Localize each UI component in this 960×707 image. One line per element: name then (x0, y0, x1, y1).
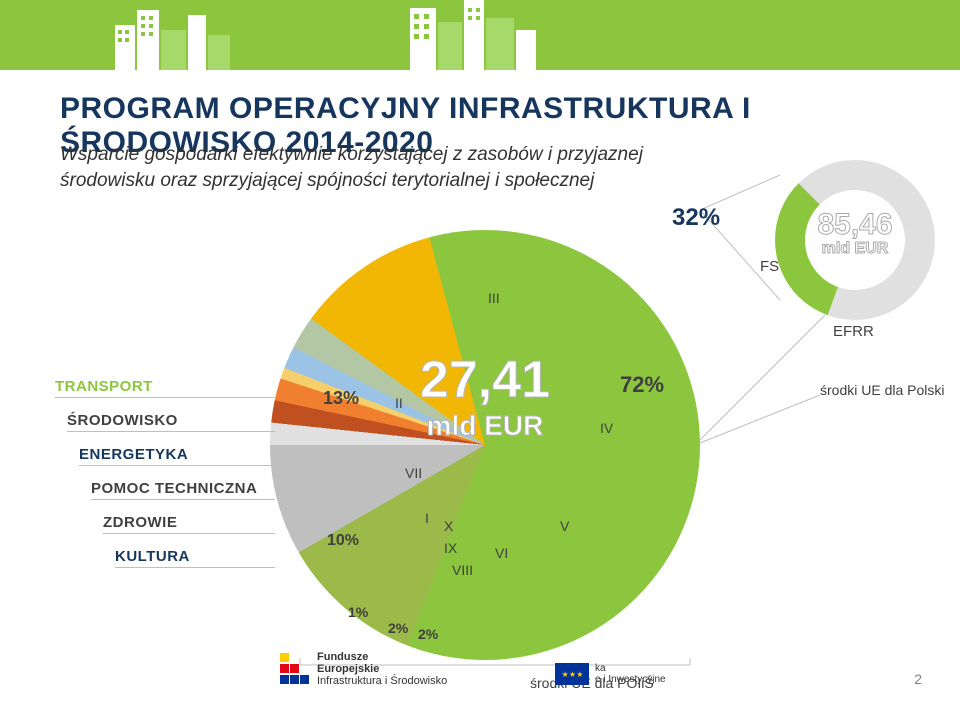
donut-chart: 85,46 mld EUR (775, 160, 935, 320)
pie-center-unit: mld EUR (270, 410, 700, 442)
category-item: TRANSPORT (55, 378, 275, 398)
slide: PROGRAM OPERACYJNY INFRASTRUKTURA I ŚROD… (0, 0, 960, 707)
right-axis-label: środki UE dla Polski (820, 382, 945, 398)
pie-chart: 27,41 mld EUR (270, 230, 700, 660)
category-item: ZDROWIE (103, 514, 275, 534)
pie-pct-label: 13% (323, 388, 359, 409)
pie-slice-roman: IV (600, 420, 613, 436)
eu-flag-icon: ★ ★ ★ (555, 663, 589, 685)
footer-logo-line1: Fundusze (317, 651, 368, 663)
pie-slice-roman: III (488, 290, 500, 306)
category-list: TRANSPORT ŚRODOWISKO ENERGETYKA POMOC TECHN… (55, 378, 275, 582)
footer-extra-text: ka e i Inwestycyjne (595, 663, 666, 685)
pie-slice-roman: V (560, 518, 569, 534)
category-item: ŚRODOWISKO (67, 412, 275, 432)
pie-slice-roman: II (395, 395, 403, 411)
buildings-right (410, 0, 580, 70)
donut-highlight-pct: 32% (672, 204, 720, 232)
page-number: 2 (914, 671, 922, 687)
pie-pct-label: 1% (348, 604, 368, 620)
pie-slice-roman: I (425, 510, 429, 526)
donut-center-value: 85,46 (775, 208, 935, 242)
pie-slice-roman: IX (444, 540, 457, 556)
pie-slice-roman: X (444, 518, 453, 534)
pie-pct-label: 10% (327, 532, 359, 550)
buildings-left (115, 0, 265, 70)
page-subtitle: Wsparcie gospodarki efektywnie korzystaj… (60, 142, 660, 193)
donut-center-unit: mld EUR (775, 240, 935, 258)
footer-logo-line2: Europejskie (317, 663, 379, 675)
pie-pct-label: 2% (388, 620, 408, 636)
pie-pct-label: 2% (418, 626, 438, 642)
pie-slice-roman: VII (405, 465, 422, 481)
pie-slice-roman: VI (495, 545, 508, 561)
donut-segment-label: FS (760, 258, 779, 275)
pie-slice-roman: VIII (452, 562, 473, 578)
category-item: POMOC TECHNICZNA (91, 480, 275, 500)
header-band (0, 0, 960, 70)
footer-logo-fundusze: Fundusze Europejskie Infrastruktura i Śr… (280, 651, 447, 687)
category-item: ENERGETYKA (79, 446, 275, 466)
logo-mark-icon (280, 653, 309, 684)
pie-pct-label: 72% (620, 372, 664, 398)
donut-segment-label: EFRR (833, 323, 874, 340)
category-item: KULTURA (115, 548, 275, 568)
footer-logo-line3: Infrastruktura i Środowisko (317, 675, 447, 687)
